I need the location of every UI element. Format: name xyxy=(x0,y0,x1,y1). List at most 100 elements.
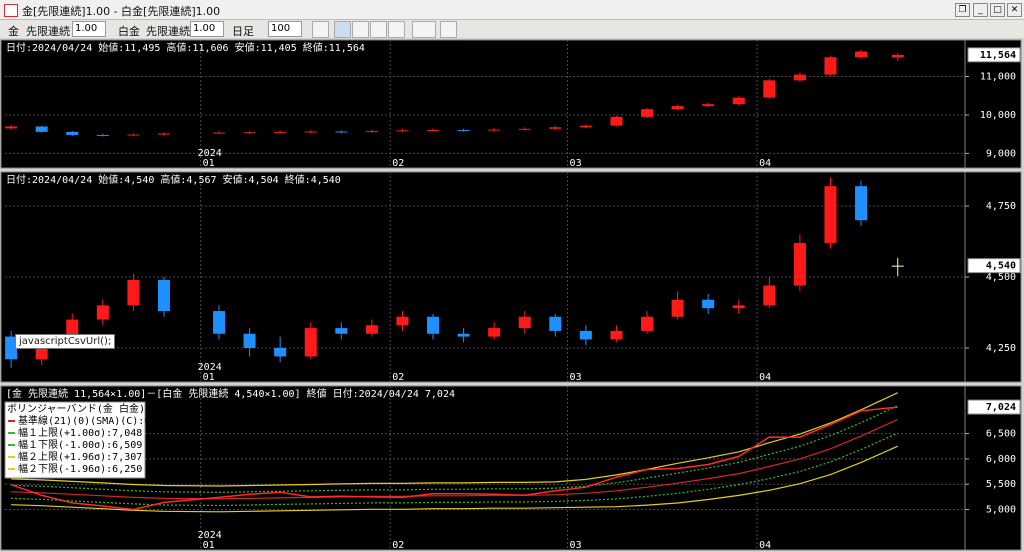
y-tick-label: 4,750 xyxy=(986,201,1016,212)
tool-button[interactable] xyxy=(412,21,436,38)
multiplier-field[interactable]: 1.00 xyxy=(72,21,106,37)
candle-body xyxy=(127,134,140,136)
candle-body xyxy=(549,316,562,331)
toolbar: 金 先限連続 1.00 白金 先限連続 1.00 日足 100 xyxy=(0,20,1024,38)
x-tick-label: 04 xyxy=(759,372,771,383)
candle-body xyxy=(610,116,623,126)
y-tick-label: 6,000 xyxy=(986,454,1016,465)
y-tick-label: 4,250 xyxy=(986,343,1016,354)
x-tick-label: 02 xyxy=(392,540,404,551)
candle-body xyxy=(304,131,317,133)
info-line: 日付:2024/04/24 始値:11,495 高値:11,606 安値:11,… xyxy=(6,41,365,54)
candle-body xyxy=(488,129,501,131)
tooltip: javascriptCsvUrl(); xyxy=(15,334,116,349)
candle-body xyxy=(274,347,287,357)
title-bar: 金[先限連続]1.00 - 白金[先限連続]1.00 ❐ _ □ ✕ xyxy=(0,0,1024,20)
candle-body xyxy=(855,186,868,221)
info-line: 日付:2024/04/24 始値:4,540 高値:4,567 安値:4,504… xyxy=(6,173,341,186)
close-button[interactable]: ✕ xyxy=(1007,3,1022,17)
minimize-button[interactable]: _ xyxy=(973,3,988,17)
band-line xyxy=(11,418,898,500)
candle-body xyxy=(335,131,348,133)
candle-body xyxy=(396,130,409,132)
x-tick-label: 04 xyxy=(759,540,771,551)
current-value-box xyxy=(967,258,1021,274)
candle-body xyxy=(213,311,226,334)
candle-body xyxy=(157,133,170,135)
candle-body xyxy=(304,328,317,357)
candle-body xyxy=(610,330,623,340)
legend-entry: 幅１上限(+1.00σ):7,048 xyxy=(18,426,142,439)
candle-body xyxy=(96,305,109,320)
symbol-label: 金 xyxy=(8,25,19,38)
y-tick-label: 10,000 xyxy=(980,110,1016,121)
candle-body xyxy=(35,126,48,132)
candle-body xyxy=(66,131,79,135)
candle-body xyxy=(96,134,109,136)
candle-body xyxy=(579,125,592,128)
candle-body xyxy=(793,242,806,286)
y-tick-label: 9,000 xyxy=(986,148,1016,159)
contract-label: 先限連続 xyxy=(146,25,190,38)
tool-button[interactable] xyxy=(312,21,329,38)
candle-body xyxy=(855,51,868,58)
candle-body xyxy=(793,74,806,81)
x-tick-label: 01 xyxy=(203,372,215,383)
x-tick-label: 03 xyxy=(570,372,582,383)
current-value-label: 11,564 xyxy=(980,50,1016,61)
contract-label: 先限連続 xyxy=(26,25,70,38)
y-tick-label: 4,500 xyxy=(986,272,1016,283)
candle-body xyxy=(891,54,904,58)
band-line xyxy=(11,432,898,507)
candle-body xyxy=(579,330,592,340)
chart-area: 9,000 10,000 11,000 01 02 03 04 2024 日付:2024/04/… xyxy=(0,38,1024,552)
panel xyxy=(0,385,1022,551)
candle-body xyxy=(427,316,440,334)
maximize-button[interactable]: □ xyxy=(990,3,1005,17)
symbol-label: 白金 xyxy=(118,25,140,38)
candle-body xyxy=(671,299,684,317)
candle-body xyxy=(641,316,654,331)
x-tick-label: 02 xyxy=(392,372,404,383)
current-value-label: 7,024 xyxy=(986,402,1016,413)
legend-entry: 幅１下限(-1.00σ):6,509 xyxy=(18,438,142,451)
tool-button[interactable] xyxy=(440,21,457,38)
x-tick-label: 01 xyxy=(203,158,215,169)
band-line xyxy=(11,405,898,493)
window-title: 金[先限連続]1.00 - 白金[先限連続]1.00 xyxy=(22,5,221,18)
y-tick-label: 5,000 xyxy=(986,505,1016,516)
legend-entry: 幅２上限(+1.96σ):7,307 xyxy=(18,450,142,463)
candle-body xyxy=(518,128,531,130)
x-tick-label: 01 xyxy=(203,540,215,551)
candle-body xyxy=(243,132,256,134)
tool-button[interactable] xyxy=(334,21,351,38)
candle-body xyxy=(732,97,745,105)
restore-button[interactable]: ❐ xyxy=(955,3,970,17)
candle-body xyxy=(5,126,18,129)
period-label[interactable]: 日足 xyxy=(232,25,254,38)
x-tick-label: 04 xyxy=(759,158,771,169)
candle-body xyxy=(335,328,348,334)
candle-body xyxy=(127,279,140,306)
tool-button[interactable] xyxy=(352,21,369,38)
count-field[interactable]: 100 xyxy=(268,21,302,37)
ratio-line xyxy=(10,406,898,511)
year-label: 2024 xyxy=(198,362,222,373)
legend-box xyxy=(4,401,146,479)
tool-button[interactable] xyxy=(388,21,405,38)
multiplier-field[interactable]: 1.00 xyxy=(190,21,224,37)
candle-body xyxy=(732,305,745,309)
year-label: 2024 xyxy=(198,530,222,541)
candle-body xyxy=(365,131,378,133)
x-tick-label: 02 xyxy=(392,158,404,169)
year-label: 2024 xyxy=(198,148,222,159)
panel xyxy=(0,39,1022,169)
candle-body xyxy=(671,106,684,110)
candle-body xyxy=(824,57,837,75)
tool-button[interactable] xyxy=(370,21,387,38)
candle-body xyxy=(488,328,501,337)
current-value-box xyxy=(967,399,1021,415)
legend-entry: 基準線(21)(0)(SMA)(C):6,779 xyxy=(18,414,174,427)
candle-body xyxy=(641,109,654,117)
